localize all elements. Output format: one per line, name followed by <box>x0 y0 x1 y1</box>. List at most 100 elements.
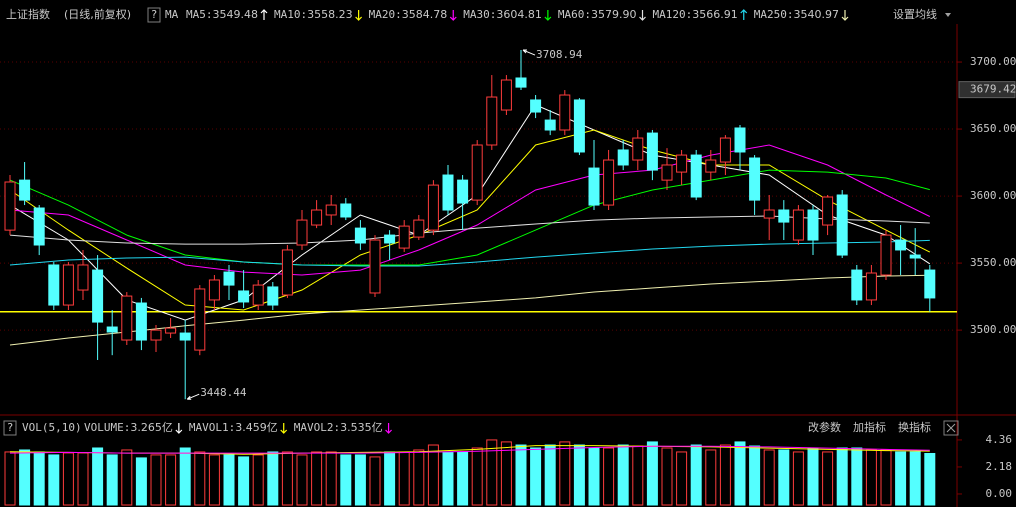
volume-bar <box>632 445 644 506</box>
trend-arrow <box>355 10 363 21</box>
close-button[interactable] <box>943 420 959 436</box>
volume-bar <box>384 451 396 506</box>
volume-bar <box>252 454 264 506</box>
legend-label: MAVOL1: <box>189 421 235 434</box>
ma-title: MA <box>165 8 179 21</box>
candle-body <box>267 286 279 306</box>
ma-line <box>9 169 930 266</box>
candle-body <box>252 284 264 306</box>
volume-bar <box>208 454 220 506</box>
volume-bar <box>646 441 658 506</box>
candle-body <box>62 264 74 306</box>
help-text: ? <box>7 421 14 434</box>
candle-body <box>296 219 308 246</box>
candle-body <box>836 194 848 256</box>
candle-body <box>909 254 921 259</box>
trend-arrow <box>639 10 646 21</box>
candle-body <box>135 302 147 341</box>
legend-label: MA120: <box>653 8 693 21</box>
ma-line <box>9 104 931 321</box>
candle-body <box>588 167 600 206</box>
candle-body <box>33 207 45 246</box>
volume-bar <box>515 444 527 506</box>
close-icon <box>946 423 956 433</box>
ma-settings[interactable]: 设置均线 <box>893 7 937 21</box>
candle-body <box>851 269 863 301</box>
y-tick-label: 3700.00 <box>970 55 1016 68</box>
legend-value: 3540.97 <box>794 8 840 21</box>
candle-body <box>676 154 688 173</box>
legend-label: MA5: <box>186 8 213 21</box>
volume-bar <box>238 456 250 506</box>
candle-body <box>208 279 220 301</box>
y-tick-label: 3650.00 <box>970 122 1016 135</box>
candle-body <box>807 209 819 241</box>
trend-arrow <box>260 9 268 20</box>
current-price-flag <box>958 81 1016 99</box>
help-text: ? <box>151 8 158 21</box>
candle-body <box>559 94 571 131</box>
candle-body <box>734 127 746 153</box>
ma-line <box>9 274 930 346</box>
annotation: 3448.44 <box>200 386 247 399</box>
legend-value: 3.535亿 <box>340 421 383 434</box>
candle-body <box>486 96 498 146</box>
y-tick-label: 4.36 <box>986 433 1013 446</box>
candle-body <box>778 209 790 223</box>
volume-bar <box>150 454 162 506</box>
candle-body <box>150 329 162 341</box>
candle-body <box>544 119 556 131</box>
volume-bar <box>471 447 483 506</box>
legend-label: MA20: <box>369 8 402 21</box>
ma-line <box>9 239 930 267</box>
candle-body <box>281 249 293 296</box>
volume-bar <box>544 444 556 506</box>
help-icon[interactable] <box>147 7 161 23</box>
volume-bar <box>792 451 804 506</box>
candle-body <box>515 77 527 88</box>
volume-bar <box>617 444 629 506</box>
volume-bar <box>734 441 746 506</box>
volume-bar <box>676 451 688 506</box>
candle-body <box>617 149 629 166</box>
volume-bar <box>690 444 702 506</box>
trend-arrow <box>280 423 288 434</box>
candle-body <box>895 239 907 251</box>
volume-bar <box>705 449 717 506</box>
indicator-button[interactable]: 改参数 <box>808 420 841 434</box>
legend-value: 3.265亿 <box>130 421 173 434</box>
y-tick-label: 3500.00 <box>970 323 1016 336</box>
legend-value: 3549.48 <box>213 8 259 21</box>
annotation: 3708.94 <box>536 48 583 61</box>
legend-label: MA10: <box>274 8 307 21</box>
ma-line <box>9 215 930 245</box>
volume-bar <box>778 449 790 506</box>
volume-bar <box>559 441 571 506</box>
candle-body <box>92 269 104 323</box>
candle-body <box>690 154 702 198</box>
candle-body <box>442 174 454 211</box>
candle-body <box>179 332 191 341</box>
volume-bar <box>33 451 45 506</box>
y-tick-label: 3600.00 <box>970 189 1016 202</box>
y-tick-label: 0.00 <box>986 487 1013 500</box>
candle-body <box>865 272 877 301</box>
volume-bar <box>500 441 512 506</box>
legend-label: MA30: <box>463 8 496 21</box>
candle-body <box>500 79 512 111</box>
volume-bar <box>413 449 425 506</box>
volume-bar <box>530 447 542 506</box>
candle-body <box>325 204 337 216</box>
indicator-button[interactable]: 换指标 <box>898 420 931 434</box>
candle-body <box>165 327 177 334</box>
indicator-button[interactable]: 加指标 <box>853 420 886 434</box>
legend-value: 3566.91 <box>692 8 738 21</box>
candle-body <box>354 227 366 244</box>
volume-bar <box>179 447 191 506</box>
candle-body <box>661 164 673 181</box>
help-icon[interactable] <box>3 420 17 436</box>
candle-body <box>632 137 644 161</box>
candle-body <box>924 269 936 299</box>
volume-bar <box>92 447 104 506</box>
